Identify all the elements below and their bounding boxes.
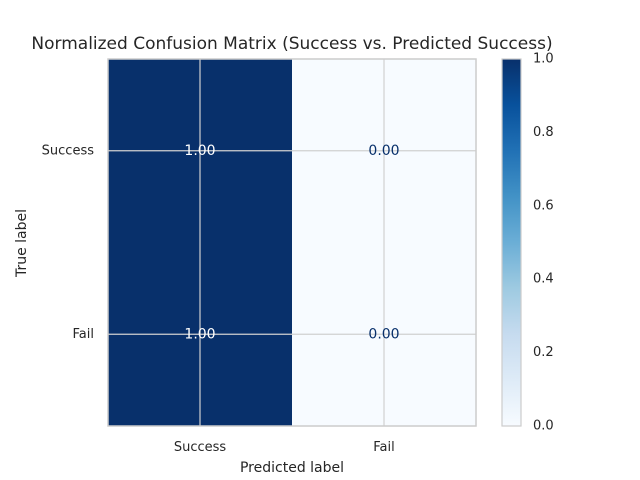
x-tick-label-0: Success — [174, 440, 227, 455]
colorbar-tick-label-3: 0.6 — [533, 198, 554, 213]
colorbar: 0.0 0.2 0.4 0.6 0.8 1.0 — [501, 52, 554, 434]
y-tick-labels: Success Fail — [42, 143, 95, 342]
plot-frame — [107, 58, 477, 427]
y-tick-label-1: Fail — [73, 327, 94, 342]
colorbar-gradient — [501, 58, 522, 427]
colorbar-tick-label-1: 0.2 — [533, 345, 554, 360]
colorbar-tick-label-0: 0.0 — [533, 419, 554, 434]
cell-value-labels: 1.00 0.00 1.00 0.00 — [184, 143, 399, 343]
x-tick-labels: Success Fail — [174, 440, 395, 455]
chart-title: Normalized Confusion Matrix (Success vs.… — [31, 34, 552, 54]
grid-lines — [108, 59, 476, 426]
x-axis-label: Predicted label — [240, 460, 344, 476]
cell-value-label-1-1: 0.00 — [368, 326, 399, 342]
y-axis-label: True label — [14, 209, 30, 278]
colorbar-tick-labels: 0.0 0.2 0.4 0.6 0.8 1.0 — [533, 52, 554, 434]
y-tick-label-0: Success — [42, 143, 95, 158]
cell-value-label-1-0: 1.00 — [184, 326, 215, 342]
heatmap-cells — [108, 59, 476, 426]
colorbar-tick-label-4: 0.8 — [533, 125, 554, 140]
colorbar-tick-label-2: 0.4 — [533, 272, 554, 287]
cell-value-label-0-1: 0.00 — [368, 143, 399, 159]
cell-value-label-0-0: 1.00 — [184, 143, 215, 159]
colorbar-tick-label-5: 1.0 — [533, 52, 554, 67]
x-tick-label-1: Fail — [373, 440, 394, 455]
